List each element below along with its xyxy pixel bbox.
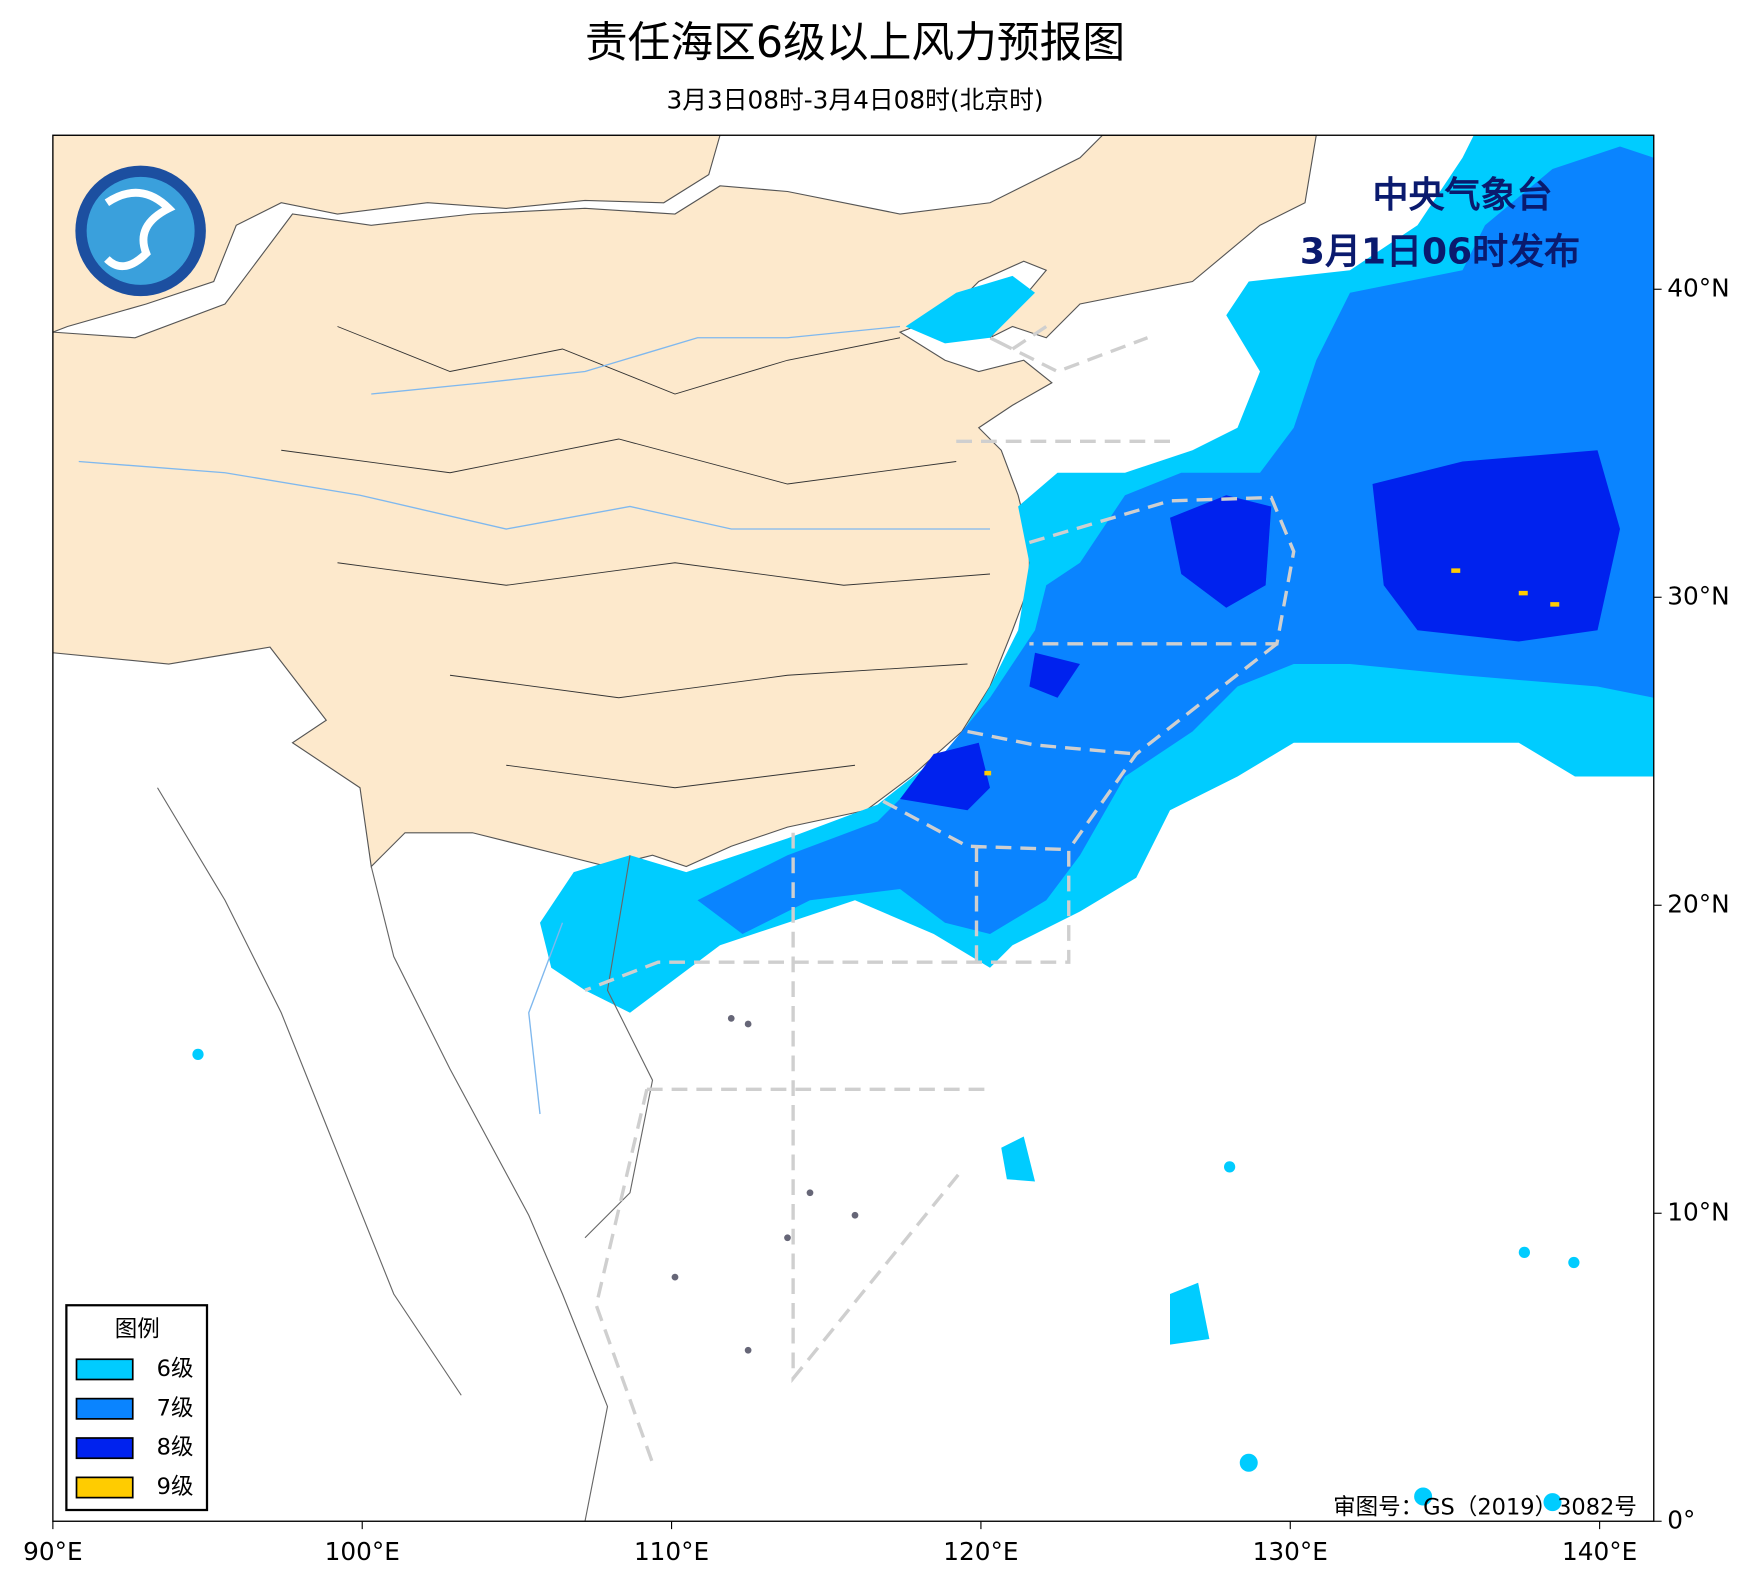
legend-label: 8级	[157, 1435, 194, 1461]
wind-level-9	[984, 568, 1560, 776]
borders	[78, 325, 991, 1522]
x-tick-label: 90°E	[23, 1537, 83, 1566]
legend-label: 7级	[157, 1395, 194, 1421]
islands	[671, 1015, 859, 1354]
map-area	[52, 135, 1654, 1522]
legend-swatch	[75, 1358, 134, 1381]
legend-swatch	[75, 1437, 134, 1460]
legend-label: 9级	[157, 1474, 194, 1500]
subtitle: 3月3日08时-3月4日08时(北京时)	[667, 86, 1044, 115]
china-land	[52, 135, 1317, 868]
x-tick-label: 100°E	[325, 1537, 400, 1566]
approval-number: 审图号：GS（2019）3082号	[1333, 1494, 1637, 1520]
legend-label: 6级	[157, 1356, 194, 1382]
title: 责任海区6级以上风力预报图	[585, 18, 1125, 68]
y-tick-label: 0°	[1667, 1505, 1695, 1534]
issuer-time: 3月1日06时发布	[1300, 231, 1580, 272]
y-tick-label: 10°N	[1667, 1197, 1729, 1226]
issuer-name: 中央气象台	[1372, 175, 1552, 216]
x-tick-label: 110°E	[634, 1537, 709, 1566]
x-tick-label: 130°E	[1253, 1537, 1328, 1566]
legend: 图例 6级 7级 8级 9级	[65, 1304, 209, 1512]
plot-frame	[52, 134, 1655, 1522]
legend-swatch	[75, 1397, 134, 1420]
legend-title: 图例	[115, 1317, 160, 1343]
y-tick-label: 30°N	[1667, 581, 1729, 610]
y-tick-label: 20°N	[1667, 889, 1729, 918]
y-tick-label: 40°N	[1667, 273, 1729, 302]
legend-swatch	[75, 1476, 134, 1499]
wind-level-8	[900, 450, 1620, 811]
x-tick-label: 140°E	[1562, 1537, 1637, 1566]
x-tick-label: 120°E	[943, 1537, 1018, 1566]
axes: 90°E 100°E 110°E 120°E 130°E 140°E 0° 10°N 20°N 3…	[23, 273, 1730, 1566]
logo	[75, 165, 206, 297]
sea-zones	[584, 325, 1296, 1464]
